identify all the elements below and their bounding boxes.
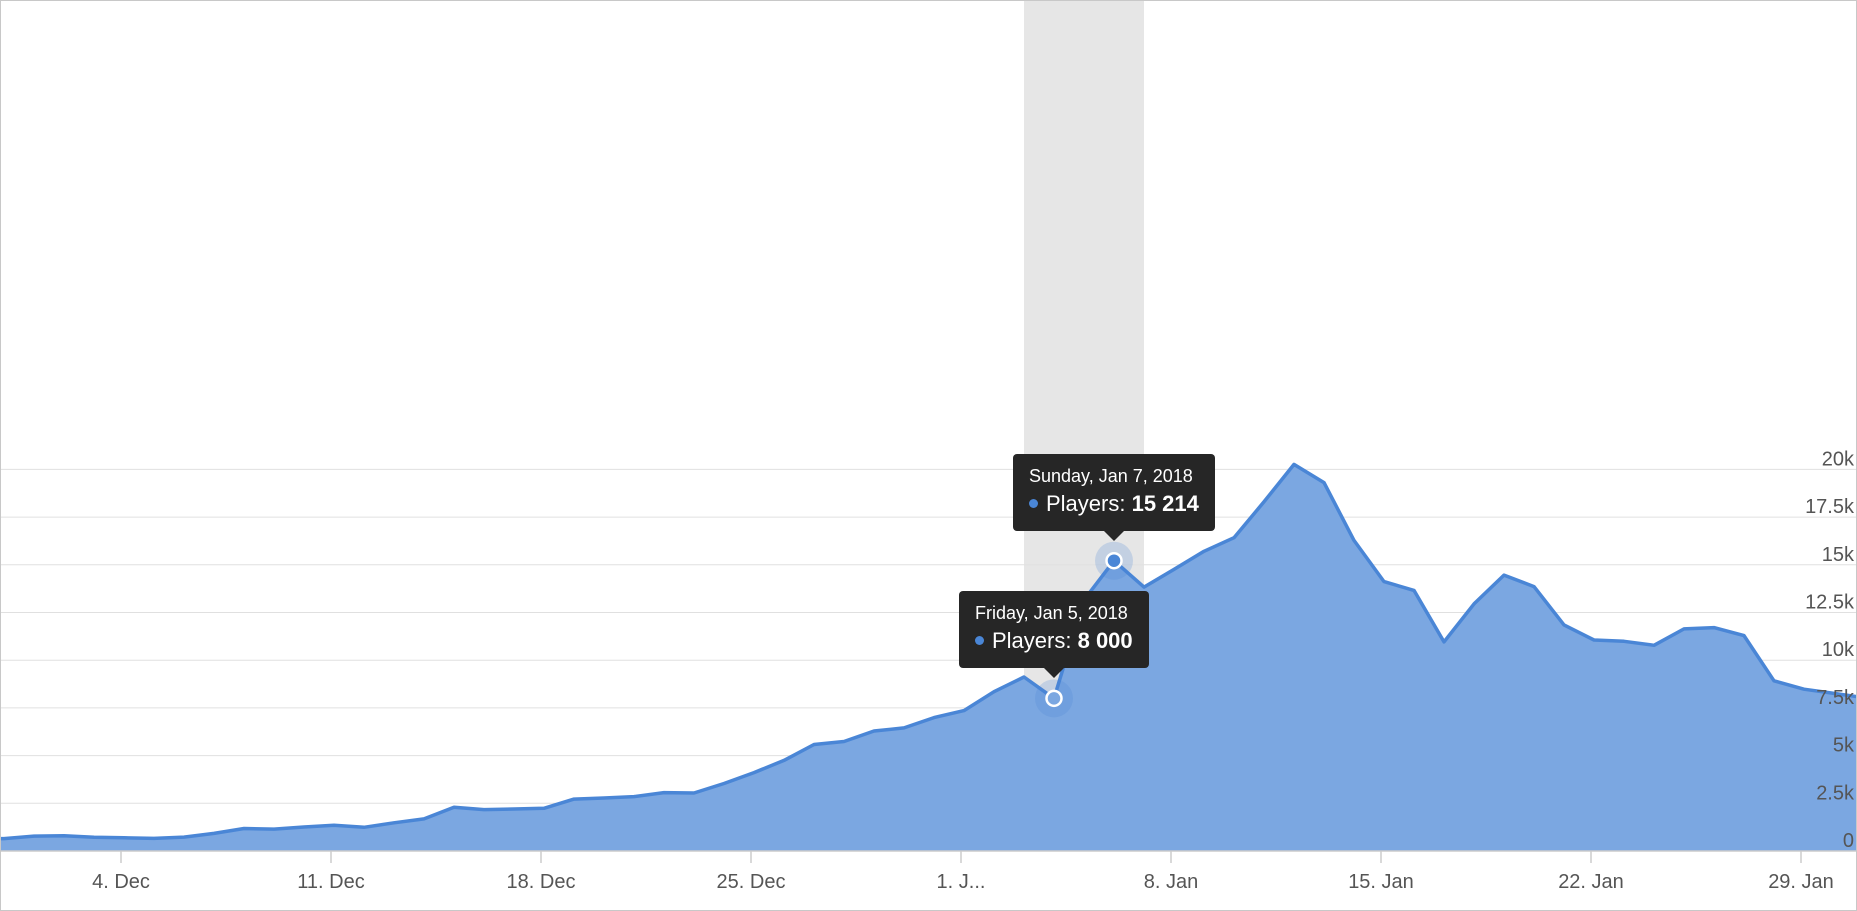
- hover-point: [1105, 551, 1123, 570]
- y-tick-label: 10k: [1822, 639, 1855, 661]
- y-tick-label: 5k: [1833, 735, 1855, 757]
- y-tick-label: 20k: [1822, 448, 1855, 470]
- x-tick-label: 15. Jan: [1348, 871, 1414, 893]
- series-line: [1, 462, 1856, 841]
- x-tick-label: 11. Dec: [297, 871, 364, 893]
- x-axis: [1, 850, 1856, 863]
- x-tick-label: 29. Jan: [1768, 871, 1834, 893]
- tooltip-label: Players:: [1046, 491, 1132, 516]
- y-tick-label: 2.5k: [1816, 782, 1855, 804]
- x-tick-label: 1. J...: [937, 871, 986, 893]
- x-tick-label: 18. Dec: [507, 871, 576, 893]
- x-tick-label: 4. Dec: [92, 871, 150, 893]
- series-area-fill: [1, 464, 1856, 851]
- tooltip-date: Sunday, Jan 7, 2018: [1029, 466, 1193, 486]
- hover-points: [1035, 541, 1133, 718]
- series-dot-icon: [1029, 498, 1038, 508]
- tooltip-date: Friday, Jan 5, 2018: [975, 603, 1128, 623]
- y-tick-label: 12.5k: [1805, 592, 1855, 614]
- y-tick-label: 15k: [1822, 544, 1855, 566]
- hover-point: [1045, 689, 1063, 708]
- tooltip-label: Players:: [992, 628, 1078, 653]
- y-tick-label: 17.5k: [1805, 496, 1855, 518]
- series-area: [1, 462, 1856, 851]
- tooltip-value-line: Players: 15 214: [1029, 491, 1199, 517]
- y-tick-label: 7.5k: [1816, 687, 1855, 709]
- x-tick-label: 22. Jan: [1558, 871, 1624, 893]
- x-axis-labels: 4. Dec 11. Dec 18. Dec 25. Dec 1. J... 8. Jan…: [92, 871, 1834, 893]
- tooltip-jan-5: Friday, Jan 5, 2018 Players: 8 000: [959, 591, 1149, 678]
- tooltip-value: 15 214: [1131, 491, 1199, 516]
- x-tick-label: 8. Jan: [1144, 871, 1198, 893]
- x-tick-label: 25. Dec: [717, 871, 786, 893]
- tooltip-value-line: Players: 8 000: [975, 628, 1133, 654]
- y-tick-label: 0: [1843, 830, 1854, 852]
- series-dot-icon: [975, 635, 984, 645]
- y-axis-labels: 0 2.5k 5k 7.5k 10k 12.5k 15k 17.5k 20k: [1805, 448, 1855, 852]
- tooltip-jan-7: Sunday, Jan 7, 2018 Players: 15 214: [1013, 454, 1215, 541]
- tooltip-value: 8 000: [1077, 628, 1133, 653]
